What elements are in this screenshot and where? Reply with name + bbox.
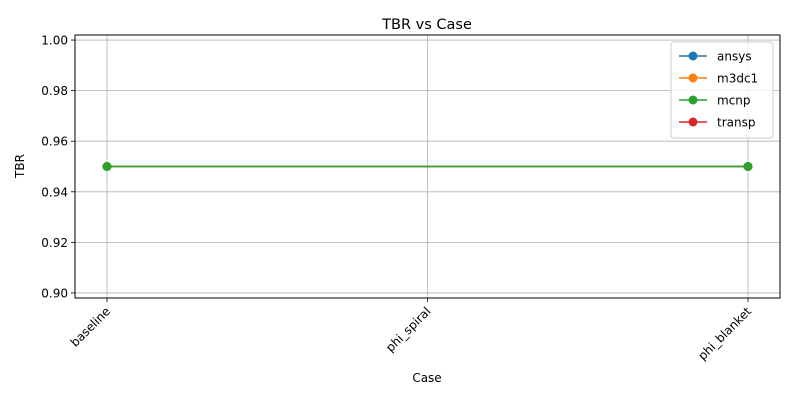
legend-marker — [688, 117, 698, 127]
legend-marker — [688, 51, 698, 61]
legend-marker — [688, 73, 698, 83]
legend-label-transp: transp — [717, 116, 755, 130]
y-tick-label: 0.90 — [41, 286, 68, 300]
series-layer — [102, 162, 753, 171]
data-point-mcnp — [102, 162, 112, 171]
legend: ansys m3dc1 mcnp transp — [670, 41, 774, 139]
data-point-mcnp — [743, 162, 753, 171]
x-tick-label: phi_spiral — [383, 304, 433, 354]
legend-label-ansys: ansys — [717, 50, 752, 64]
grid-lines — [75, 35, 780, 298]
x-tick-label: phi_blanket — [695, 304, 754, 363]
y-tick-label: 0.96 — [41, 135, 68, 149]
x-axis: baseline phi_spiral phi_blanket — [68, 298, 754, 363]
x-tick-label: baseline — [68, 304, 113, 349]
y-tick-label: 1.00 — [41, 34, 68, 48]
y-axis-label: TBR — [13, 154, 27, 179]
y-axis: 0.90 0.92 0.94 0.96 0.98 1.00 — [41, 34, 75, 300]
legend-marker — [688, 95, 698, 105]
y-tick-label: 0.98 — [41, 84, 68, 98]
chart-title: TBR vs Case — [381, 17, 472, 33]
y-tick-label: 0.92 — [41, 236, 68, 250]
x-axis-label: Case — [412, 371, 441, 385]
legend-label-mcnp: mcnp — [717, 94, 751, 108]
legend-box — [670, 41, 774, 139]
y-tick-label: 0.94 — [41, 185, 68, 199]
legend-label-m3dc1: m3dc1 — [717, 72, 758, 86]
